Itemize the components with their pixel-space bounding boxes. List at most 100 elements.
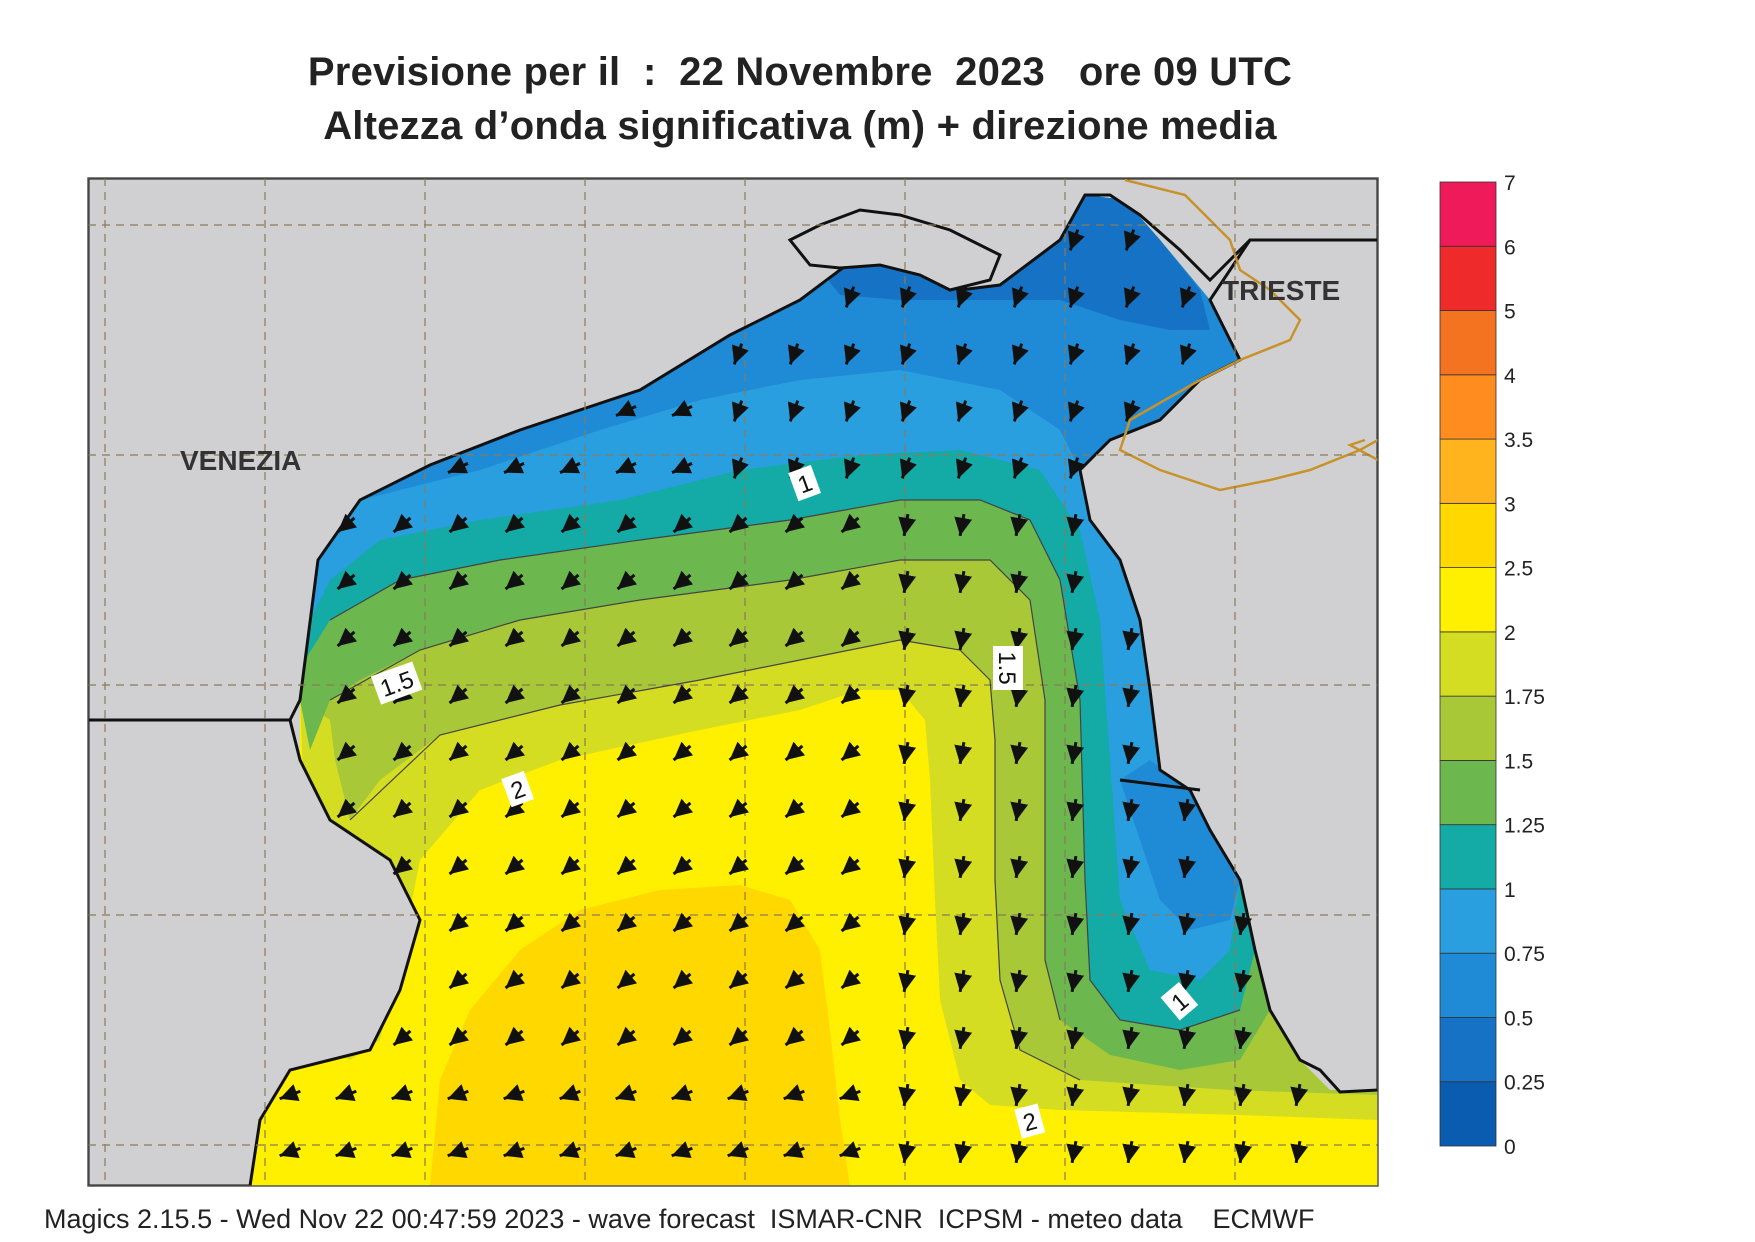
direction-arrow — [392, 741, 414, 762]
direction-arrow — [954, 969, 973, 993]
direction-arrow — [671, 399, 693, 418]
direction-arrow — [336, 513, 358, 534]
direction-arrow — [1178, 798, 1197, 822]
direction-arrow — [560, 570, 582, 591]
direction-arrow — [279, 1084, 301, 1102]
direction-arrow — [1067, 457, 1085, 479]
direction-arrow — [1122, 1083, 1141, 1107]
direction-arrow — [1290, 1083, 1309, 1107]
direction-arrow — [899, 400, 917, 422]
colorbar-tick-label: 1.75 — [1504, 686, 1545, 709]
direction-arrow — [447, 456, 469, 475]
direction-arrow — [1010, 855, 1029, 879]
colorbar-tick-label: 3.5 — [1504, 429, 1533, 452]
direction-arrow — [728, 1026, 750, 1047]
direction-arrow — [503, 1084, 525, 1102]
direction-arrow — [336, 684, 358, 705]
colorbar-swatch — [1439, 310, 1497, 376]
direction-arrow — [1066, 798, 1085, 822]
direction-arrow — [1179, 286, 1197, 308]
direction-arrow — [1290, 1140, 1309, 1164]
direction-arrow — [954, 1083, 973, 1107]
direction-arrow — [448, 798, 470, 819]
colorbar-swatch — [1439, 245, 1497, 311]
direction-arrow — [503, 1141, 525, 1159]
colorbar-tick-label: 4 — [1504, 365, 1516, 388]
colorbar-swatch — [1439, 1017, 1497, 1083]
direction-arrow — [840, 1026, 862, 1047]
direction-arrow — [787, 400, 805, 422]
direction-arrow — [560, 855, 582, 876]
direction-arrow — [615, 399, 637, 418]
direction-arrow — [448, 912, 470, 933]
direction-arrow — [728, 684, 750, 705]
direction-arrow — [840, 969, 862, 990]
colorbar-tick-label: 7 — [1504, 172, 1516, 195]
colorbar-tick-label: 0 — [1504, 1136, 1516, 1159]
direction-arrow — [727, 1141, 749, 1159]
direction-arrow — [1066, 1026, 1085, 1050]
map-area — [88, 178, 1378, 1186]
direction-arrow — [955, 343, 973, 365]
direction-arrow — [335, 1084, 357, 1102]
direction-arrow — [840, 912, 862, 933]
colorbar-swatch — [1439, 952, 1497, 1018]
direction-arrow — [560, 627, 582, 648]
direction-arrow — [616, 741, 638, 762]
direction-arrow — [954, 912, 973, 936]
direction-arrow — [955, 457, 973, 479]
direction-arrow — [504, 513, 526, 534]
direction-arrow — [503, 456, 525, 475]
direction-arrow — [448, 1026, 470, 1047]
direction-arrow — [1122, 1140, 1141, 1164]
direction-arrow — [1011, 457, 1029, 479]
direction-arrow — [954, 1140, 973, 1164]
direction-arrow — [336, 741, 358, 762]
svg-text:1.5: 1.5 — [993, 651, 1020, 684]
direction-arrow — [1178, 912, 1197, 936]
colorbar-tick-label: 3 — [1504, 493, 1516, 516]
direction-arrow — [1066, 513, 1085, 537]
direction-arrow — [616, 570, 638, 591]
direction-arrow — [447, 1084, 469, 1102]
direction-arrow — [1122, 912, 1141, 936]
direction-arrow — [954, 570, 973, 594]
direction-arrow — [731, 343, 749, 365]
colorbar-swatch — [1439, 760, 1497, 826]
colorbar-swatch — [1439, 438, 1497, 504]
direction-arrow — [727, 1084, 749, 1102]
colorbar-swatch — [1439, 631, 1497, 697]
direction-arrow — [1122, 855, 1141, 879]
direction-arrow — [899, 457, 917, 479]
direction-arrow — [1178, 1026, 1197, 1050]
direction-arrow — [1010, 513, 1029, 537]
colorbar: 0 0.25 0.5 0.75 1 1.25 1.5 1.75 2 2.5 3 3.5 4 5 6 7 — [1439, 172, 1545, 1159]
title-line-2: Altezza d’onda significativa (m) + direz… — [323, 104, 1277, 148]
direction-arrow — [560, 741, 582, 762]
direction-arrow — [560, 969, 582, 990]
direction-arrow — [1067, 343, 1085, 365]
direction-arrow — [1011, 286, 1029, 308]
contour-label: 1.5 — [993, 646, 1023, 690]
colorbar-tick-label: 5 — [1504, 301, 1516, 324]
direction-arrow — [672, 627, 694, 648]
direction-arrow — [1178, 969, 1197, 993]
zone-0.25 — [820, 195, 1210, 330]
direction-arrow — [1234, 1140, 1253, 1164]
colorbar-swatch — [1439, 181, 1497, 247]
direction-arrow — [843, 400, 861, 422]
direction-arrow — [728, 798, 750, 819]
direction-arrow — [672, 855, 694, 876]
colorbar-swatch — [1439, 502, 1497, 569]
direction-arrow — [1067, 229, 1085, 251]
direction-arrow — [392, 1026, 414, 1047]
direction-arrow — [1010, 1140, 1029, 1164]
direction-arrow — [672, 798, 694, 819]
direction-arrow — [1011, 343, 1029, 365]
land-lagoon — [787, 208, 1002, 292]
direction-arrow — [1123, 343, 1141, 365]
direction-arrow — [559, 1141, 581, 1159]
colorbar-tick-label: 0.25 — [1504, 1072, 1545, 1095]
direction-arrow — [560, 684, 582, 705]
direction-arrow — [672, 684, 694, 705]
